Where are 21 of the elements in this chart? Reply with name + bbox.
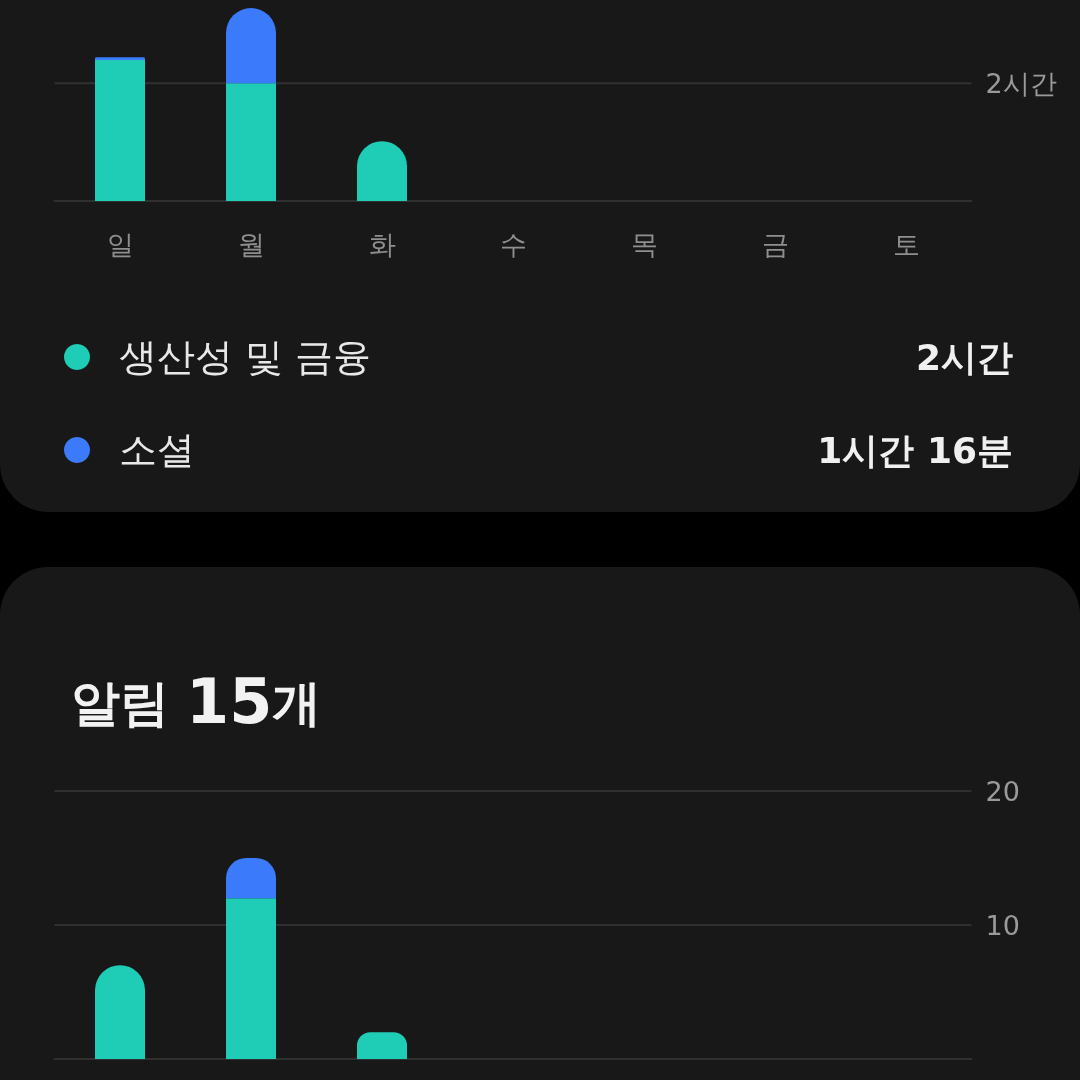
x-tick-label: 화 [368,229,396,260]
x-tick-label: 일 [106,229,134,260]
x-tick-label: 목 [630,229,658,260]
chart-title: 알림 15개 [71,664,322,738]
y-tick-label: 10 [985,909,1020,941]
legend-label: 소셜 [119,428,195,472]
bar [95,60,145,201]
bar [226,83,276,201]
y-tick-label: 20 [985,775,1020,807]
text: 2시간 [915,336,1013,378]
x-tick-label: 월 [237,229,265,260]
x-tick-label: 토 [892,229,920,260]
bar [226,898,276,1059]
text: 1시간 16분 [817,429,1013,471]
legend-label: 생산성 및 금융 [119,335,372,379]
x-tick-label: 수 [499,229,527,260]
x-tick-label: 금 [761,229,789,260]
bar [95,965,145,1059]
ref-line-label: 2시간 [985,67,1057,99]
bar [95,57,145,61]
bar [357,1032,407,1059]
